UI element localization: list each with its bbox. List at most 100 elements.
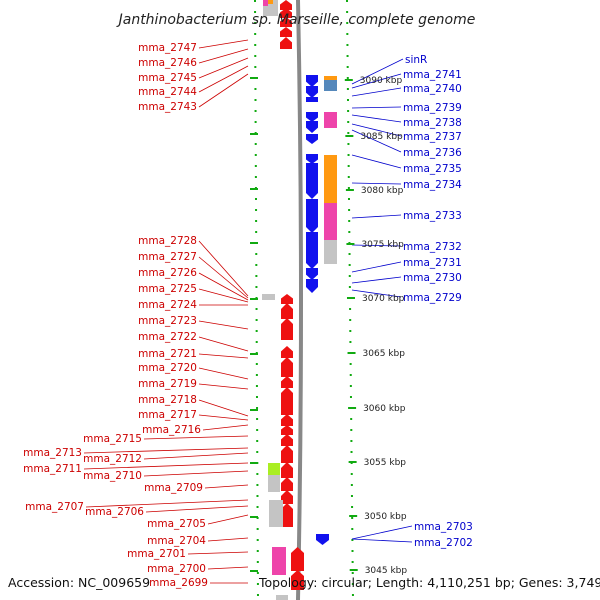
right-gene-label: mma_2734 xyxy=(403,179,462,191)
forward-gene-arrow xyxy=(281,318,293,340)
reverse-gene-arrow xyxy=(306,112,318,122)
leader-line xyxy=(198,39,249,49)
left-gene-label: mma_2704 xyxy=(147,535,206,547)
left-gene-label: mma_2719 xyxy=(138,378,197,390)
leader-line xyxy=(351,276,402,284)
leader-line xyxy=(204,484,249,489)
leader-line xyxy=(351,73,402,89)
leader-line xyxy=(351,58,404,85)
left-gene-label: mma_2721 xyxy=(138,348,197,360)
leader-line xyxy=(207,537,249,542)
leader-line xyxy=(198,73,249,108)
left-gene-label: mma_2700 xyxy=(147,563,206,575)
right-gene-label: mma_2703 xyxy=(414,521,473,533)
misc-feature xyxy=(268,475,280,492)
leader-line xyxy=(351,154,402,169)
reverse-gene-arrow xyxy=(316,534,329,545)
reverse-gene-arrow xyxy=(306,154,318,164)
leader-line xyxy=(85,499,249,508)
right-gene-label: mma_2736 xyxy=(403,147,462,159)
forward-gene-arrow xyxy=(281,357,293,377)
reverse-gene-arrow xyxy=(306,163,318,199)
rna-feature xyxy=(263,0,268,6)
right-gene-label: mma_2737 xyxy=(403,131,462,143)
left-gene-label: mma_2724 xyxy=(138,299,197,311)
left-gene-label: mma_2718 xyxy=(138,394,197,406)
rna-feature xyxy=(324,155,337,165)
right-gene-label: mma_2739 xyxy=(403,102,462,114)
scale-label: 3090 kbp xyxy=(360,76,403,86)
forward-gene-arrow xyxy=(281,303,293,319)
forward-gene-arrow xyxy=(281,294,293,304)
rna-feature xyxy=(324,76,337,80)
forward-gene-arrow xyxy=(280,0,292,10)
accession-text: Accession: NC_009659 xyxy=(8,575,150,590)
reverse-gene-arrow xyxy=(306,75,318,87)
leader-line xyxy=(351,123,402,137)
reverse-gene-arrow xyxy=(306,279,318,293)
right-gene-label: mma_2730 xyxy=(403,272,462,284)
forward-gene-arrow xyxy=(280,8,292,18)
leader-line xyxy=(198,288,249,303)
leader-line xyxy=(143,470,249,477)
left-gene-label: mma_2746 xyxy=(138,57,197,69)
leader-line xyxy=(198,48,249,64)
reverse-gene-arrow xyxy=(306,268,318,280)
reverse-gene-arrow xyxy=(306,199,318,233)
left-gene-label: mma_2712 xyxy=(83,453,142,465)
leader-line xyxy=(198,399,249,417)
left-gene-label: mma_2747 xyxy=(138,42,197,54)
scale-label: 3055 kbp xyxy=(364,458,407,468)
leader-line xyxy=(143,452,249,460)
leader-line xyxy=(198,383,249,390)
rna-feature xyxy=(324,203,337,236)
right-gene-label: mma_2732 xyxy=(403,241,462,253)
rna-feature xyxy=(324,165,337,203)
misc-feature xyxy=(276,595,288,600)
forward-gene-arrow xyxy=(280,17,292,27)
left-gene-label: mma_2716 xyxy=(142,424,201,436)
forward-gene-arrow xyxy=(281,414,293,426)
leader-line xyxy=(351,261,402,273)
leader-line xyxy=(207,566,249,570)
leader-line xyxy=(198,272,249,301)
right-gene-label: mma_2741 xyxy=(403,69,462,81)
leader-line xyxy=(351,214,402,219)
left-gene-label: mma_2707 xyxy=(25,501,84,513)
rna-feature xyxy=(268,463,280,475)
left-gene-label: mma_2705 xyxy=(147,518,206,530)
right-gene-label: mma_2740 xyxy=(403,83,462,95)
left-gene-label: mma_2723 xyxy=(138,315,197,327)
leader-line xyxy=(202,424,249,431)
right-gene-label: sinR xyxy=(405,54,427,66)
scale-label: 3045 kbp xyxy=(365,566,408,576)
left-gene-label: mma_2717 xyxy=(138,409,197,421)
left-gene-label: mma_2713 xyxy=(23,447,82,459)
forward-gene-arrow xyxy=(281,387,293,415)
right-gene-label: mma_2702 xyxy=(414,537,473,549)
leader-line xyxy=(83,462,249,470)
leader-line xyxy=(198,353,249,359)
right-gene-label: mma_2735 xyxy=(403,163,462,175)
rna-feature xyxy=(324,80,337,91)
leader-line xyxy=(198,414,249,421)
topology-text: Topology: circular; Length: 4,110,251 bp… xyxy=(258,575,600,590)
leader-line xyxy=(83,447,249,454)
misc-feature xyxy=(262,294,275,300)
scale-label: 3075 kbp xyxy=(361,240,404,250)
forward-gene-arrow xyxy=(280,37,292,49)
forward-gene-arrow xyxy=(281,346,293,358)
left-gene-label: mma_2725 xyxy=(138,283,197,295)
leader-line xyxy=(143,435,249,440)
scale-label: 3085 kbp xyxy=(360,132,403,142)
leader-line xyxy=(351,244,402,247)
leader-line xyxy=(198,320,249,330)
leader-line xyxy=(351,538,413,543)
left-gene-label: mma_2722 xyxy=(138,331,197,343)
forward-gene-arrow xyxy=(281,462,293,478)
forward-gene-arrow xyxy=(281,477,293,491)
scale-label: 3080 kbp xyxy=(361,186,404,196)
leader-line xyxy=(198,65,249,93)
misc-feature xyxy=(324,236,337,264)
left-gene-label: mma_2745 xyxy=(138,72,197,84)
